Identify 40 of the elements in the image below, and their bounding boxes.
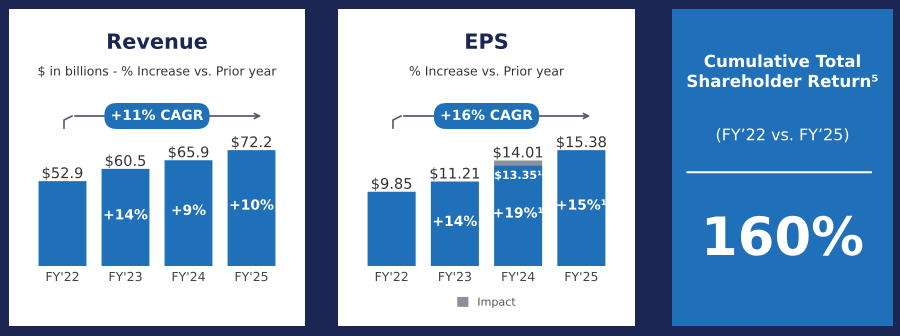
chart-title: Revenue [108, 34, 207, 50]
text: +16% CAGR [442, 110, 533, 120]
total-label: $9.85 [372, 178, 412, 191]
total-label: $14.01 [494, 146, 542, 160]
x-tick-label: FY'22 [376, 272, 408, 282]
chart-subtitle: % Increase vs. Prior year [410, 66, 564, 78]
annotation: +14% [434, 216, 477, 226]
text: 160% [706, 216, 862, 256]
text: Cumulative Total Shareholder Return⁵ [688, 54, 878, 88]
total-label: $15.38 [557, 136, 606, 150]
bar [494, 165, 542, 266]
bar [368, 192, 416, 266]
data-label: $52.9 [42, 166, 82, 180]
x-tick-label: FY'24 [172, 272, 205, 282]
bar [38, 181, 86, 266]
legend-label: Impact [478, 298, 516, 308]
annotation: +9% [172, 204, 206, 216]
x-tick-label: FY'25 [236, 272, 268, 282]
x-tick-label: FY'25 [566, 272, 598, 282]
x-tick-label: FY'23 [110, 272, 142, 282]
annotation: +10% [230, 199, 274, 210]
data-label: $72.2 [232, 136, 271, 150]
data-label: $13.35¹ [495, 170, 542, 181]
bar [102, 168, 150, 266]
bar [557, 150, 606, 266]
annotation: +14% [104, 209, 148, 220]
text: (FY’22 vs. FY’25) [716, 128, 848, 142]
chart-title: EPS [466, 33, 508, 50]
x-tick-label: FY'22 [46, 272, 78, 282]
bar [430, 182, 479, 266]
bar [494, 160, 542, 166]
chart-subtitle: $ in billions - % Increase vs. Prior year [38, 66, 276, 78]
bar [228, 150, 276, 266]
x-tick-label: FY'24 [502, 272, 535, 282]
data-label: $60.5 [106, 154, 146, 168]
total-label: $11.21 [430, 167, 480, 181]
data-label: $65.9 [168, 146, 208, 160]
bar [164, 160, 212, 266]
x-tick-label: FY'23 [439, 272, 471, 282]
text: +11% CAGR [112, 110, 204, 120]
